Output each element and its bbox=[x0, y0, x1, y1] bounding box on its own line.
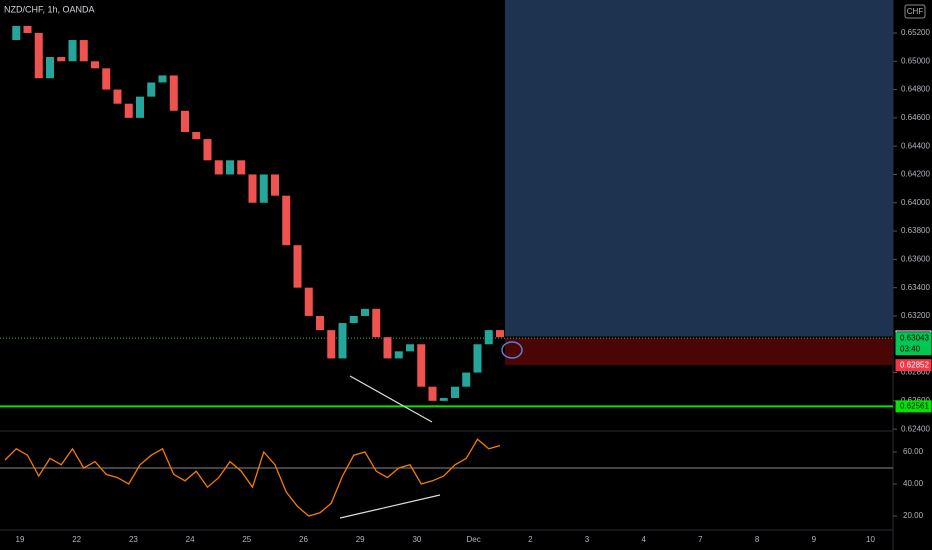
date-label: 25 bbox=[242, 535, 251, 544]
marker-ellipse bbox=[501, 341, 523, 359]
candle bbox=[12, 25, 21, 41]
candle bbox=[484, 330, 493, 345]
candle bbox=[338, 323, 347, 359]
price-tick-label: 0.63200 bbox=[901, 311, 930, 320]
candle bbox=[79, 40, 88, 62]
price-tick-label: 0.63800 bbox=[901, 226, 930, 235]
candle bbox=[34, 32, 43, 79]
candle bbox=[91, 61, 99, 69]
price-tick-label: 0.62400 bbox=[901, 424, 930, 433]
candle bbox=[372, 308, 381, 338]
date-label: Dec bbox=[466, 535, 480, 544]
candle bbox=[226, 160, 234, 175]
price-tick-label: 0.65200 bbox=[901, 28, 930, 37]
price-tick-label: 0.64600 bbox=[901, 113, 930, 122]
date-label: 29 bbox=[356, 535, 365, 544]
candle bbox=[248, 174, 257, 203]
rsi-line bbox=[4, 438, 501, 517]
candle bbox=[349, 315, 358, 324]
date-label: 4 bbox=[641, 535, 646, 544]
price-tag-time: 03:40 bbox=[900, 344, 921, 353]
symbol-title: NZD/CHF, 1h, OANDA bbox=[4, 4, 95, 14]
date-label: 30 bbox=[412, 535, 421, 544]
rsi-divergence-line bbox=[339, 494, 441, 519]
candle bbox=[383, 337, 392, 359]
currency-badge[interactable] bbox=[904, 4, 926, 19]
candle bbox=[192, 132, 201, 140]
price-tick-label: 0.64400 bbox=[901, 141, 930, 150]
candle bbox=[282, 195, 291, 246]
candle bbox=[124, 103, 133, 118]
price-tick-label: 0.62800 bbox=[901, 368, 930, 377]
candle bbox=[394, 351, 403, 359]
candle bbox=[113, 89, 122, 104]
date-label: 9 bbox=[812, 535, 817, 544]
rsi-tick-label: 60.00 bbox=[903, 447, 924, 456]
stop-zone bbox=[505, 338, 893, 366]
currency-label: CHF bbox=[907, 7, 924, 16]
price-tag-label: 0.62852 bbox=[900, 360, 929, 369]
candle bbox=[23, 25, 32, 33]
candle bbox=[304, 287, 313, 316]
candle bbox=[136, 96, 144, 118]
candle bbox=[147, 82, 156, 97]
candle bbox=[293, 245, 302, 288]
date-label: 2 bbox=[528, 535, 533, 544]
candle bbox=[417, 344, 426, 387]
price-tag-label: 0.62561 bbox=[900, 401, 929, 410]
date-label: 8 bbox=[755, 535, 760, 544]
price-tick-label: 0.64800 bbox=[901, 85, 930, 94]
price-tag bbox=[895, 332, 932, 356]
candle bbox=[473, 344, 482, 373]
candle bbox=[158, 75, 167, 83]
candle bbox=[181, 110, 189, 133]
date-label: 3 bbox=[585, 535, 590, 544]
price-tick-label: 0.63600 bbox=[901, 254, 930, 263]
price-tick-label: 0.63400 bbox=[901, 283, 930, 292]
divergence-line bbox=[349, 375, 433, 423]
candle bbox=[57, 57, 66, 62]
candle bbox=[462, 372, 471, 387]
price-tag bbox=[895, 400, 932, 413]
candle bbox=[439, 398, 448, 401]
rsi-tick-label: 40.00 bbox=[903, 479, 924, 488]
price-tag-label: 0.63043 bbox=[900, 333, 929, 342]
candle bbox=[316, 315, 324, 331]
candle bbox=[169, 75, 178, 111]
candle bbox=[361, 308, 369, 316]
candle bbox=[327, 330, 336, 359]
candle bbox=[68, 40, 77, 62]
candle bbox=[406, 344, 414, 352]
date-label: 10 bbox=[866, 535, 875, 544]
candle bbox=[102, 68, 111, 90]
candle bbox=[451, 386, 459, 399]
date-label: 26 bbox=[299, 535, 308, 544]
date-label: 23 bbox=[129, 535, 138, 544]
price-tick-label: 0.64200 bbox=[901, 170, 930, 179]
candle bbox=[271, 174, 279, 196]
date-label: 24 bbox=[186, 535, 195, 544]
candle bbox=[428, 386, 437, 401]
date-label: 22 bbox=[72, 535, 81, 544]
candle bbox=[46, 57, 54, 79]
price-tick-label: 0.65000 bbox=[901, 56, 930, 65]
date-label: 7 bbox=[698, 535, 703, 544]
price-tag bbox=[895, 359, 932, 372]
candle bbox=[496, 330, 504, 338]
rsi-tick-label: 20.00 bbox=[903, 511, 924, 520]
candle bbox=[214, 160, 223, 175]
price-tick-label: 0.64000 bbox=[901, 198, 930, 207]
target-zone bbox=[505, 0, 893, 337]
candle bbox=[203, 139, 212, 161]
date-label: 19 bbox=[16, 535, 25, 544]
candle bbox=[237, 160, 246, 175]
candle bbox=[259, 174, 268, 203]
